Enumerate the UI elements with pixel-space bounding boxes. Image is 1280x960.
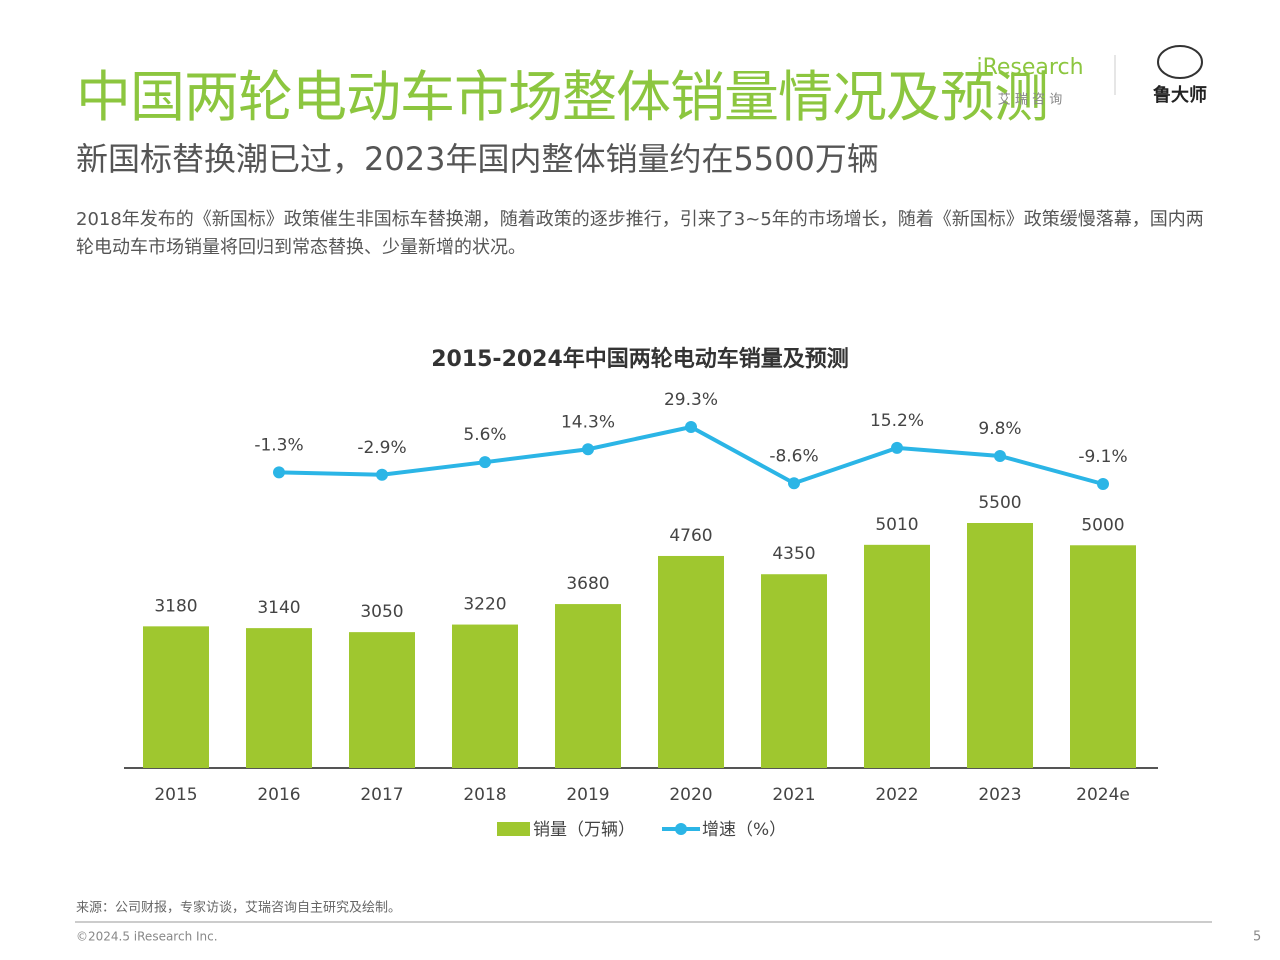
bar-value-label: 3220 bbox=[463, 595, 506, 615]
bar-value-label: 3680 bbox=[566, 574, 609, 594]
bar-value-label: 3050 bbox=[360, 602, 403, 622]
growth-value-label: 14.3% bbox=[561, 412, 615, 432]
growth-point bbox=[582, 443, 594, 456]
growth-point bbox=[788, 477, 800, 490]
logo-iresearch: iResearch bbox=[976, 55, 1083, 80]
bar bbox=[143, 626, 209, 768]
x-tick-label: 2020 bbox=[669, 785, 712, 805]
slide-title: 中国两轮电动车市场整体销量情况及预测 bbox=[76, 65, 1049, 129]
growth-value-label: 5.6% bbox=[463, 425, 506, 445]
x-tick-label: 2016 bbox=[257, 785, 300, 805]
growth-value-label: 9.8% bbox=[978, 419, 1021, 439]
bar-value-label: 3180 bbox=[154, 596, 197, 616]
growth-value-label: 15.2% bbox=[870, 411, 924, 431]
growth-point bbox=[376, 468, 388, 481]
bar-value-label: 5010 bbox=[875, 515, 918, 535]
bar bbox=[452, 624, 518, 768]
growth-point bbox=[891, 441, 903, 454]
logo-iresearch-cn: 艾 瑞 咨 询 bbox=[998, 93, 1062, 108]
chart-title: 2015-2024年中国两轮电动车销量及预测 bbox=[431, 346, 849, 372]
bar bbox=[1070, 545, 1136, 768]
slide-subtitle: 新国标替换潮已过，2023年国内整体销量约在5500万辆 bbox=[76, 140, 879, 178]
bar bbox=[246, 628, 312, 768]
legend-label: 销量（万辆） bbox=[533, 820, 635, 840]
x-tick-label: 2023 bbox=[978, 785, 1021, 805]
growth-point bbox=[479, 456, 491, 469]
bar bbox=[658, 555, 724, 768]
bar bbox=[967, 523, 1033, 768]
x-tick-label: 2024e bbox=[1076, 785, 1130, 805]
growth-value-label: -9.1% bbox=[1078, 447, 1127, 467]
bar-value-label: 4350 bbox=[772, 544, 815, 564]
bar-value-label: 4760 bbox=[669, 526, 712, 546]
source: 来源：公司财报，专家访谈，艾瑞咨询自主研究及绘制。 bbox=[76, 900, 401, 916]
growth-point bbox=[685, 421, 697, 433]
bar bbox=[761, 574, 827, 768]
growth-value-label: -1.3% bbox=[254, 435, 303, 455]
legend-swatch bbox=[497, 822, 530, 836]
bar bbox=[864, 544, 930, 768]
bar-value-label: 5500 bbox=[978, 493, 1021, 513]
description: 2018年发布的《新国标》政策催生非国标车替换潮，随着政策的逐步推行，引来了3~… bbox=[76, 209, 1204, 258]
bar-value-label: 5000 bbox=[1081, 515, 1124, 535]
growth-point bbox=[994, 449, 1006, 462]
growth-point bbox=[1097, 478, 1109, 490]
x-tick-label: 2021 bbox=[772, 785, 815, 805]
bar-value-label: 3140 bbox=[257, 598, 300, 618]
x-tick-label: 2017 bbox=[360, 785, 403, 805]
legend-label: 增速（%） bbox=[702, 820, 786, 840]
growth-value-label: -2.9% bbox=[357, 438, 406, 458]
growth-point bbox=[273, 466, 285, 479]
legend-swatch-dot bbox=[675, 823, 687, 835]
logo-face bbox=[1157, 45, 1203, 79]
x-tick-label: 2022 bbox=[875, 785, 918, 805]
x-tick-label: 2015 bbox=[154, 785, 197, 805]
page-number: 5 bbox=[1253, 930, 1261, 945]
bar bbox=[349, 632, 415, 768]
growth-value-label: -8.6% bbox=[769, 446, 818, 466]
growth-value-label: 29.3% bbox=[664, 390, 718, 410]
bar bbox=[555, 604, 621, 768]
x-tick-label: 2019 bbox=[566, 785, 609, 805]
logo-ludashi: 鲁大师 bbox=[1153, 84, 1207, 106]
x-tick-label: 2018 bbox=[463, 785, 506, 805]
copyright: ©2024.5 iResearch Inc. bbox=[76, 930, 218, 944]
